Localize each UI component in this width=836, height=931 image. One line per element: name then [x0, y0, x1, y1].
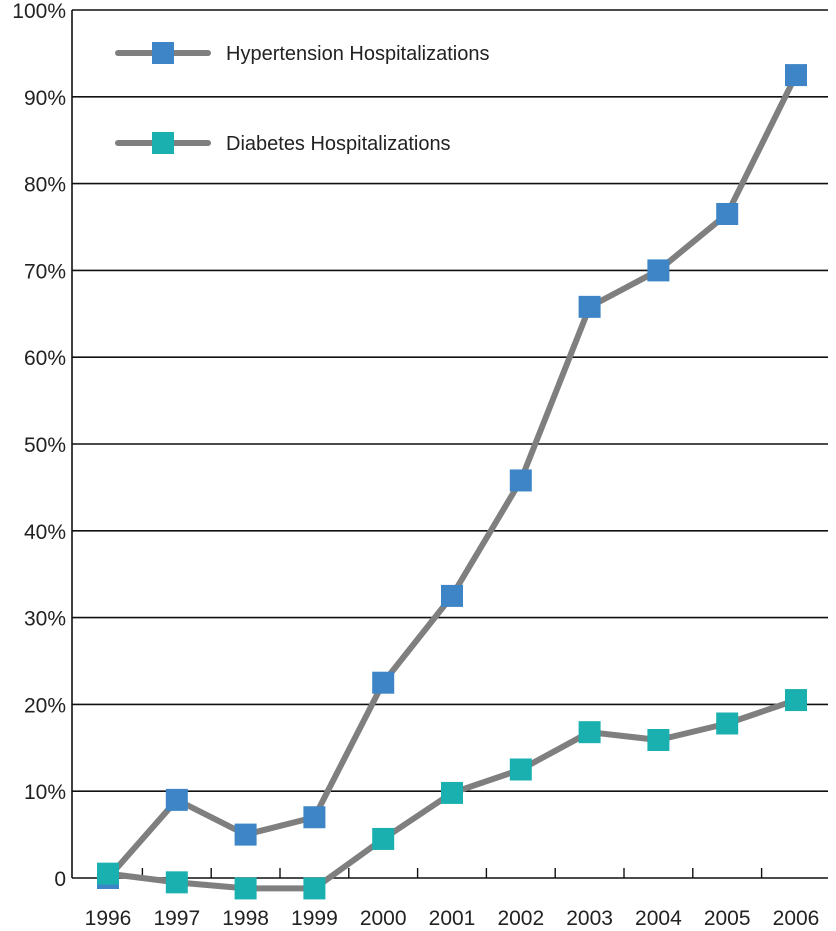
data-point	[647, 728, 670, 751]
x-tick-label: 2004	[635, 907, 682, 930]
y-tick-labels: 0 10% 20% 30% 40% 50% 60% 70% 80% 90% 100%	[12, 0, 66, 891]
x-tick-label: 1996	[85, 907, 132, 930]
y-tick-label: 50%	[24, 434, 66, 457]
x-tick-label: 2006	[773, 907, 820, 930]
data-point	[716, 202, 739, 225]
series	[97, 64, 807, 900]
data-point	[234, 877, 257, 900]
x-tick-labels: 1996 1997 1998 1999 2000 2001 2002 2003 2004 2005…	[85, 907, 820, 930]
y-tick-label: 30%	[24, 608, 66, 631]
data-point	[578, 721, 601, 744]
y-tick-label: 60%	[24, 347, 66, 370]
data-point	[509, 469, 532, 492]
y-tick-label: 40%	[24, 521, 66, 544]
legend: Hypertension Hospitalizations Diabetes Ho…	[115, 42, 489, 155]
legend-label: Hypertension Hospitalizations	[226, 43, 489, 65]
data-point	[441, 584, 463, 607]
data-point	[97, 862, 119, 885]
series-line-0	[105, 72, 799, 881]
y-tick-label: 0	[54, 868, 66, 891]
legend-marker	[152, 132, 174, 154]
data-point	[303, 877, 326, 900]
data-point	[509, 758, 532, 781]
legend-label: Diabetes Hospitalizations	[226, 133, 451, 155]
data-point	[578, 295, 601, 318]
data-point	[303, 806, 326, 829]
y-tick-label: 70%	[24, 260, 66, 283]
data-point	[785, 64, 807, 87]
y-tick-label: 80%	[24, 174, 66, 197]
x-tick-label: 1997	[153, 907, 200, 930]
y-tick-label: 100%	[12, 0, 66, 23]
data-point	[441, 781, 463, 804]
x-tick-label: 2005	[704, 907, 751, 930]
data-point	[647, 259, 670, 282]
gridlines	[72, 9, 828, 793]
x-tick-label: 2003	[566, 907, 613, 930]
data-point	[372, 827, 395, 850]
data-point	[716, 712, 739, 735]
data-point	[785, 689, 807, 712]
x-tick-label: 1998	[222, 907, 269, 930]
x-tick-label: 2002	[497, 907, 544, 930]
y-tick-label: 10%	[24, 781, 66, 804]
data-point	[234, 823, 257, 846]
y-tick-label: 20%	[24, 694, 66, 717]
y-tick-label: 90%	[24, 87, 66, 110]
data-point	[372, 671, 395, 694]
x-tick-label: 2000	[360, 907, 407, 930]
axes	[71, 10, 828, 879]
data-point	[165, 871, 188, 894]
x-tick-label: 2001	[429, 907, 476, 930]
x-tick-label: 1999	[291, 907, 338, 930]
data-point	[165, 788, 188, 811]
legend-marker	[152, 42, 174, 64]
